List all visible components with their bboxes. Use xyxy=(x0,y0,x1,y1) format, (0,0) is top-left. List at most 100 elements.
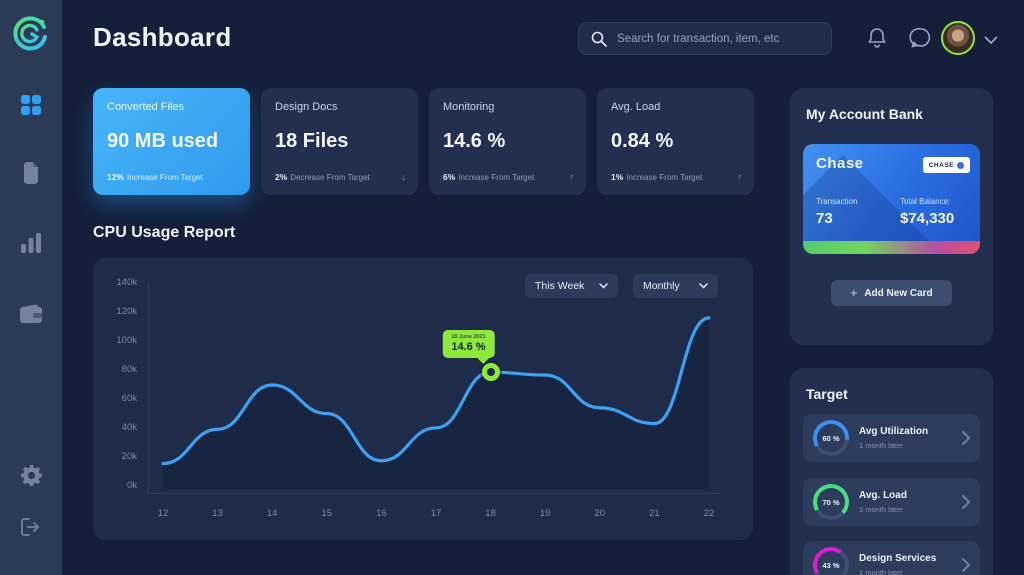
y-tick: 0k xyxy=(126,480,137,491)
search-bar[interactable] xyxy=(578,22,832,55)
target-item-subtitle: 3 month later xyxy=(859,505,903,514)
granularity-dropdown-label: Monthly xyxy=(643,280,680,292)
target-item-title: Avg. Load xyxy=(859,490,907,501)
document-icon xyxy=(24,162,38,184)
bank-brand-badge: CHASE xyxy=(922,157,970,173)
transaction-label: Transaction xyxy=(816,197,858,206)
cpu-usage-chart: This Week Monthly 140k 120k 100k 80k 60k 40k 2… xyxy=(93,258,753,540)
x-tick: 20 xyxy=(594,508,606,519)
granularity-dropdown[interactable]: Monthly xyxy=(633,274,718,298)
highlighted-point[interactable] xyxy=(481,363,500,382)
trend-arrow-icon: ↓ xyxy=(401,172,407,182)
stat-title: Design Docs xyxy=(275,101,338,113)
sidebar-item-settings[interactable] xyxy=(0,453,62,497)
x-tick: 14 xyxy=(266,508,278,519)
tooltip-value: 14.6 % xyxy=(451,341,486,354)
stat-card-converted-files[interactable]: Converted Files 90 MB used 12% Increase … xyxy=(93,88,250,195)
y-tick: 40k xyxy=(121,422,137,433)
add-new-card-label: Add New Card xyxy=(864,287,933,299)
transaction-block: Transaction 73 xyxy=(816,197,858,227)
add-new-card-button[interactable]: + Add New Card xyxy=(831,280,952,306)
progress-percent: 70 % xyxy=(822,497,840,507)
stat-title: Monitoring xyxy=(443,101,495,113)
stat-card-monitoring[interactable]: Monitoring 14.6 % 6% Increase From Targe… xyxy=(429,88,586,195)
y-tick: 100k xyxy=(116,335,137,346)
sidebar-nav xyxy=(0,53,62,549)
search-icon xyxy=(591,31,607,47)
y-axis-line xyxy=(148,282,149,494)
x-tick: 19 xyxy=(539,508,551,519)
y-tick: 140k xyxy=(116,277,137,288)
progress-percent: 60 % xyxy=(822,433,840,443)
stat-value: 0.84 % xyxy=(611,130,674,152)
x-axis-line xyxy=(148,493,721,494)
stat-title: Converted Files xyxy=(107,101,185,113)
bank-panel: My Account Bank Chase CHASE Transaction … xyxy=(790,88,993,345)
target-item-subtitle: 1 month later xyxy=(859,441,903,450)
progress-ring: 70 % xyxy=(813,484,849,520)
bell-icon xyxy=(868,28,886,48)
balance-block: Total Balance: $74,330 xyxy=(900,197,954,227)
balance-label: Total Balance: xyxy=(900,197,951,206)
sidebar xyxy=(0,0,62,575)
sidebar-item-wallet[interactable] xyxy=(0,291,62,335)
chevron-right-icon xyxy=(962,558,970,572)
bank-panel-title: My Account Bank xyxy=(806,106,923,122)
target-item-subtitle: 1 month later xyxy=(859,568,903,575)
avatar[interactable] xyxy=(941,21,975,55)
range-dropdown[interactable]: This Week xyxy=(525,274,618,298)
chevron-down-icon xyxy=(984,36,998,45)
stat-delta-text: Increase From Target xyxy=(458,172,535,182)
target-text: Avg. Load 3 month later xyxy=(859,490,952,514)
x-tick: 22 xyxy=(703,508,715,519)
target-item-design-services[interactable]: 43 % Design Services 1 month later xyxy=(803,541,980,575)
stat-value: 90 MB used xyxy=(107,130,219,152)
y-tick: 20k xyxy=(121,451,137,462)
chevron-right-icon xyxy=(962,431,970,445)
chat-icon xyxy=(909,27,931,48)
target-panel: Target 60 % Avg Utilization 1 month late… xyxy=(790,368,993,575)
trend-arrow-icon: ↑ xyxy=(737,172,743,182)
stat-delta-text: Increase From Target xyxy=(127,172,203,182)
stat-cards: Converted Files 90 MB used 12% Increase … xyxy=(93,88,754,195)
chevron-down-icon xyxy=(599,283,608,289)
chevron-down-icon xyxy=(699,283,708,289)
progress-ring: 43 % xyxy=(813,547,849,575)
stat-card-avg-load[interactable]: Avg. Load 0.84 % 1% Increase From Target… xyxy=(597,88,754,195)
chase-logo-icon xyxy=(957,161,964,169)
app-logo-icon[interactable] xyxy=(11,13,51,53)
wallet-icon xyxy=(20,303,42,323)
stat-delta-pct: 12% xyxy=(107,172,125,182)
logout-icon xyxy=(20,518,39,536)
stat-card-design-docs[interactable]: Design Docs 18 Files 2% Decrease From Ta… xyxy=(261,88,418,195)
page-title: Dashboard xyxy=(93,22,232,52)
stat-delta-pct: 2% xyxy=(275,172,288,182)
bank-brand-label: CHASE xyxy=(928,161,954,169)
plus-icon: + xyxy=(850,286,858,300)
search-input[interactable] xyxy=(617,32,819,45)
stat-delta-pct: 1% xyxy=(611,172,624,182)
x-tick: 17 xyxy=(430,508,442,519)
gear-icon xyxy=(20,464,42,486)
stat-delta: 1% Increase From Target ↑ xyxy=(611,172,742,182)
chart-tooltip: 18 June 2021 14.6 % xyxy=(442,330,495,359)
bank-card[interactable]: Chase CHASE Transaction 73 Total Balance… xyxy=(803,144,980,254)
stat-delta-text: Decrease From Target xyxy=(290,172,370,182)
y-tick: 60k xyxy=(121,393,137,404)
grid-icon xyxy=(21,95,41,115)
notifications-button[interactable] xyxy=(864,26,890,52)
bank-card-name: Chase xyxy=(816,155,864,172)
chart-section-title: CPU Usage Report xyxy=(93,224,236,241)
profile-menu-button[interactable] xyxy=(984,33,998,48)
target-item-avg-utilization[interactable]: 60 % Avg Utilization 1 month later xyxy=(803,414,980,462)
sidebar-item-dashboard[interactable] xyxy=(0,83,62,127)
sidebar-item-analytics[interactable] xyxy=(0,221,62,265)
target-item-avg-load[interactable]: 70 % Avg. Load 3 month later xyxy=(803,478,980,526)
target-item-title: Avg Utilization xyxy=(859,426,929,437)
x-tick: 12 xyxy=(157,508,169,519)
sidebar-item-logout[interactable] xyxy=(0,505,62,549)
stat-value: 18 Files xyxy=(275,130,349,152)
progress-ring: 60 % xyxy=(813,420,849,456)
messages-button[interactable] xyxy=(908,26,934,52)
sidebar-item-files[interactable] xyxy=(0,151,62,195)
